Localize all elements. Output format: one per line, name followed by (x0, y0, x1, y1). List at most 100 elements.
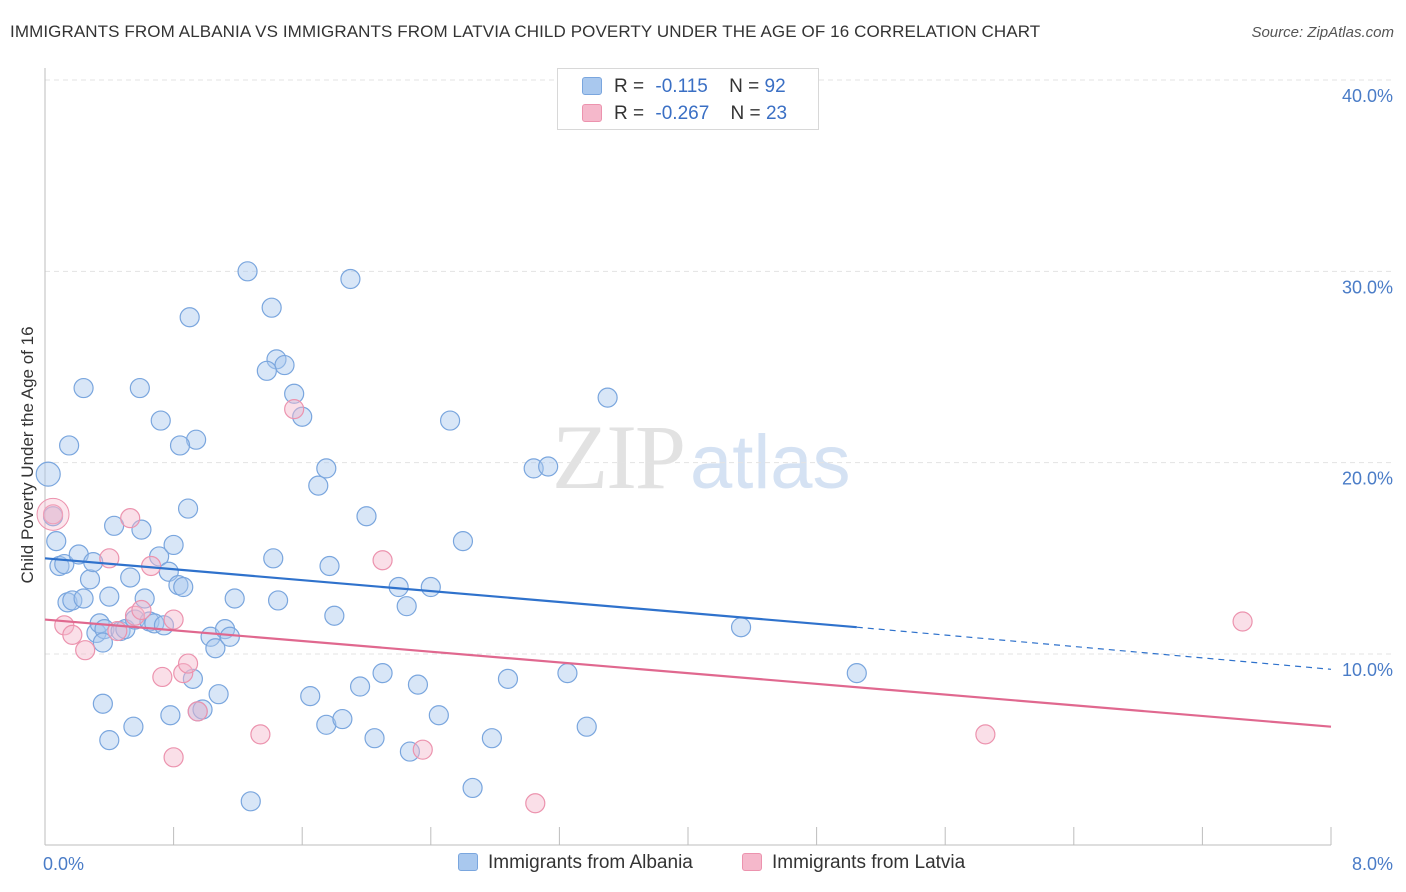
point-albania (150, 410, 171, 431)
chart-source: Source: ZipAtlas.com (1251, 24, 1394, 41)
point-albania (356, 506, 377, 527)
legend-swatch-latvia (582, 104, 602, 122)
point-latvia (163, 747, 184, 768)
legend-label-latvia: Immigrants from Latvia (772, 852, 966, 873)
tick-labels: 10.0% 20.0% 30.0% 40.0% 0.0% 8.0% (43, 86, 1393, 874)
point-albania (256, 360, 277, 381)
data-points (35, 261, 1253, 814)
point-albania (208, 684, 229, 705)
point-albania (73, 588, 94, 609)
trend-line-albania (44, 557, 857, 629)
point-latvia (163, 609, 184, 630)
point-latvia (1232, 611, 1253, 632)
y-tick-label: 10.0% (1342, 660, 1393, 680)
point-albania (439, 410, 461, 431)
y-tick-label: 40.0% (1342, 86, 1393, 106)
point-albania (316, 714, 337, 735)
point-albania (332, 708, 353, 730)
point-albania (123, 716, 144, 737)
point-albania (240, 791, 261, 812)
point-latvia (250, 724, 271, 745)
point-latvia (412, 739, 433, 760)
point-albania (324, 605, 345, 626)
point-albania (597, 387, 618, 408)
trend-lines (44, 557, 1332, 728)
point-albania (730, 617, 752, 638)
point-latvia (62, 624, 83, 645)
point-albania (372, 663, 393, 684)
point-albania (224, 588, 245, 609)
point-albania (182, 668, 203, 689)
point-albania (267, 590, 289, 611)
point-albania (557, 663, 578, 684)
y-tick-label: 30.0% (1342, 277, 1393, 297)
point-albania (261, 297, 282, 318)
point-albania (237, 261, 258, 282)
point-latvia (525, 793, 546, 814)
axes (44, 68, 1332, 846)
point-albania (160, 705, 181, 726)
trend-line-albania-extension (856, 626, 1332, 670)
point-latvia (124, 605, 146, 626)
legend-n-label: N = (729, 76, 760, 97)
point-albania (79, 569, 101, 590)
point-albania (99, 586, 120, 607)
point-albania (300, 685, 321, 707)
point-albania (169, 435, 191, 456)
watermark-zip: ZIP (552, 406, 686, 508)
point-albania (846, 663, 867, 684)
legend-item-albania: Immigrants from Albania (458, 852, 693, 874)
grid-lines (45, 79, 1395, 655)
x-tick-label: 0.0% (43, 854, 84, 874)
point-albania (407, 674, 429, 695)
point-albania (219, 626, 240, 647)
point-latvia (120, 508, 141, 529)
point-albania (129, 377, 150, 399)
legend-swatch-albania (458, 853, 478, 871)
point-albania (59, 435, 80, 456)
point-albania (274, 354, 295, 376)
legend-n-value: 23 (765, 103, 788, 124)
point-albania (523, 458, 544, 479)
legend-r-value: -0.115 (655, 76, 708, 97)
point-latvia (177, 653, 199, 674)
point-latvia (173, 663, 194, 684)
point-albania (364, 728, 385, 749)
legend-swatch-latvia (742, 853, 762, 871)
point-latvia (42, 504, 64, 525)
point-latvia (75, 640, 96, 661)
point-albania (46, 531, 67, 552)
x-tick-label: 8.0% (1352, 854, 1393, 874)
legend-swatch-albania (582, 77, 602, 95)
legend-n-label: N = (730, 103, 761, 124)
point-latvia (372, 550, 393, 571)
y-tick-label: 20.0% (1342, 469, 1393, 489)
point-albania (340, 268, 361, 290)
point-albania (349, 676, 371, 697)
legend-label-albania: Immigrants from Albania (488, 852, 693, 873)
point-albania (263, 548, 284, 569)
point-albania (73, 377, 94, 399)
point-albania (308, 475, 329, 496)
point-albania (452, 531, 474, 552)
point-albania (481, 728, 502, 749)
point-albania (179, 307, 200, 328)
point-albania (292, 406, 313, 427)
point-albania (205, 638, 226, 659)
point-albania (319, 555, 340, 577)
point-albania (92, 632, 113, 653)
point-latvia (284, 398, 305, 420)
point-albania (399, 741, 421, 762)
point-albania (177, 498, 199, 519)
point-albania (538, 456, 559, 477)
point-latvia-large (36, 497, 70, 531)
legend-r-value: -0.267 (655, 103, 710, 124)
chart-title: IMMIGRANTS FROM ALBANIA VS IMMIGRANTS FR… (10, 22, 1041, 41)
point-latvia (152, 666, 173, 688)
point-albania (99, 729, 120, 751)
point-albania (173, 576, 194, 598)
legend-item-latvia: Immigrants from Latvia (742, 852, 965, 874)
point-albania (284, 383, 305, 404)
point-albania (134, 588, 155, 609)
